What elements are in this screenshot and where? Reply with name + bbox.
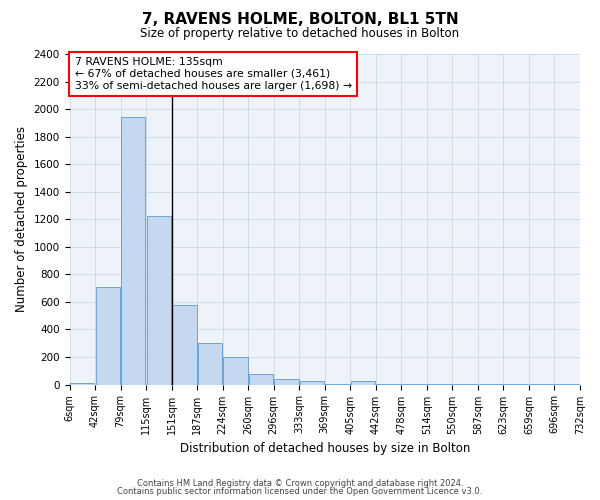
Bar xyxy=(198,342,222,384)
Text: 7 RAVENS HOLME: 135sqm
← 67% of detached houses are smaller (3,461)
33% of semi-: 7 RAVENS HOLME: 135sqm ← 67% of detached… xyxy=(74,58,352,90)
Bar xyxy=(274,380,299,384)
Text: Contains public sector information licensed under the Open Government Licence v3: Contains public sector information licen… xyxy=(118,487,482,496)
X-axis label: Distribution of detached houses by size in Bolton: Distribution of detached houses by size … xyxy=(179,442,470,455)
Y-axis label: Number of detached properties: Number of detached properties xyxy=(15,126,28,312)
Bar xyxy=(95,287,120,384)
Bar xyxy=(70,382,94,384)
Bar xyxy=(300,380,324,384)
Bar xyxy=(121,118,145,384)
Text: Size of property relative to detached houses in Bolton: Size of property relative to detached ho… xyxy=(140,28,460,40)
Bar xyxy=(172,306,197,384)
Bar xyxy=(249,374,273,384)
Bar xyxy=(351,380,375,384)
Text: Contains HM Land Registry data © Crown copyright and database right 2024.: Contains HM Land Registry data © Crown c… xyxy=(137,478,463,488)
Bar xyxy=(223,357,248,384)
Text: 7, RAVENS HOLME, BOLTON, BL1 5TN: 7, RAVENS HOLME, BOLTON, BL1 5TN xyxy=(142,12,458,28)
Bar xyxy=(147,216,171,384)
